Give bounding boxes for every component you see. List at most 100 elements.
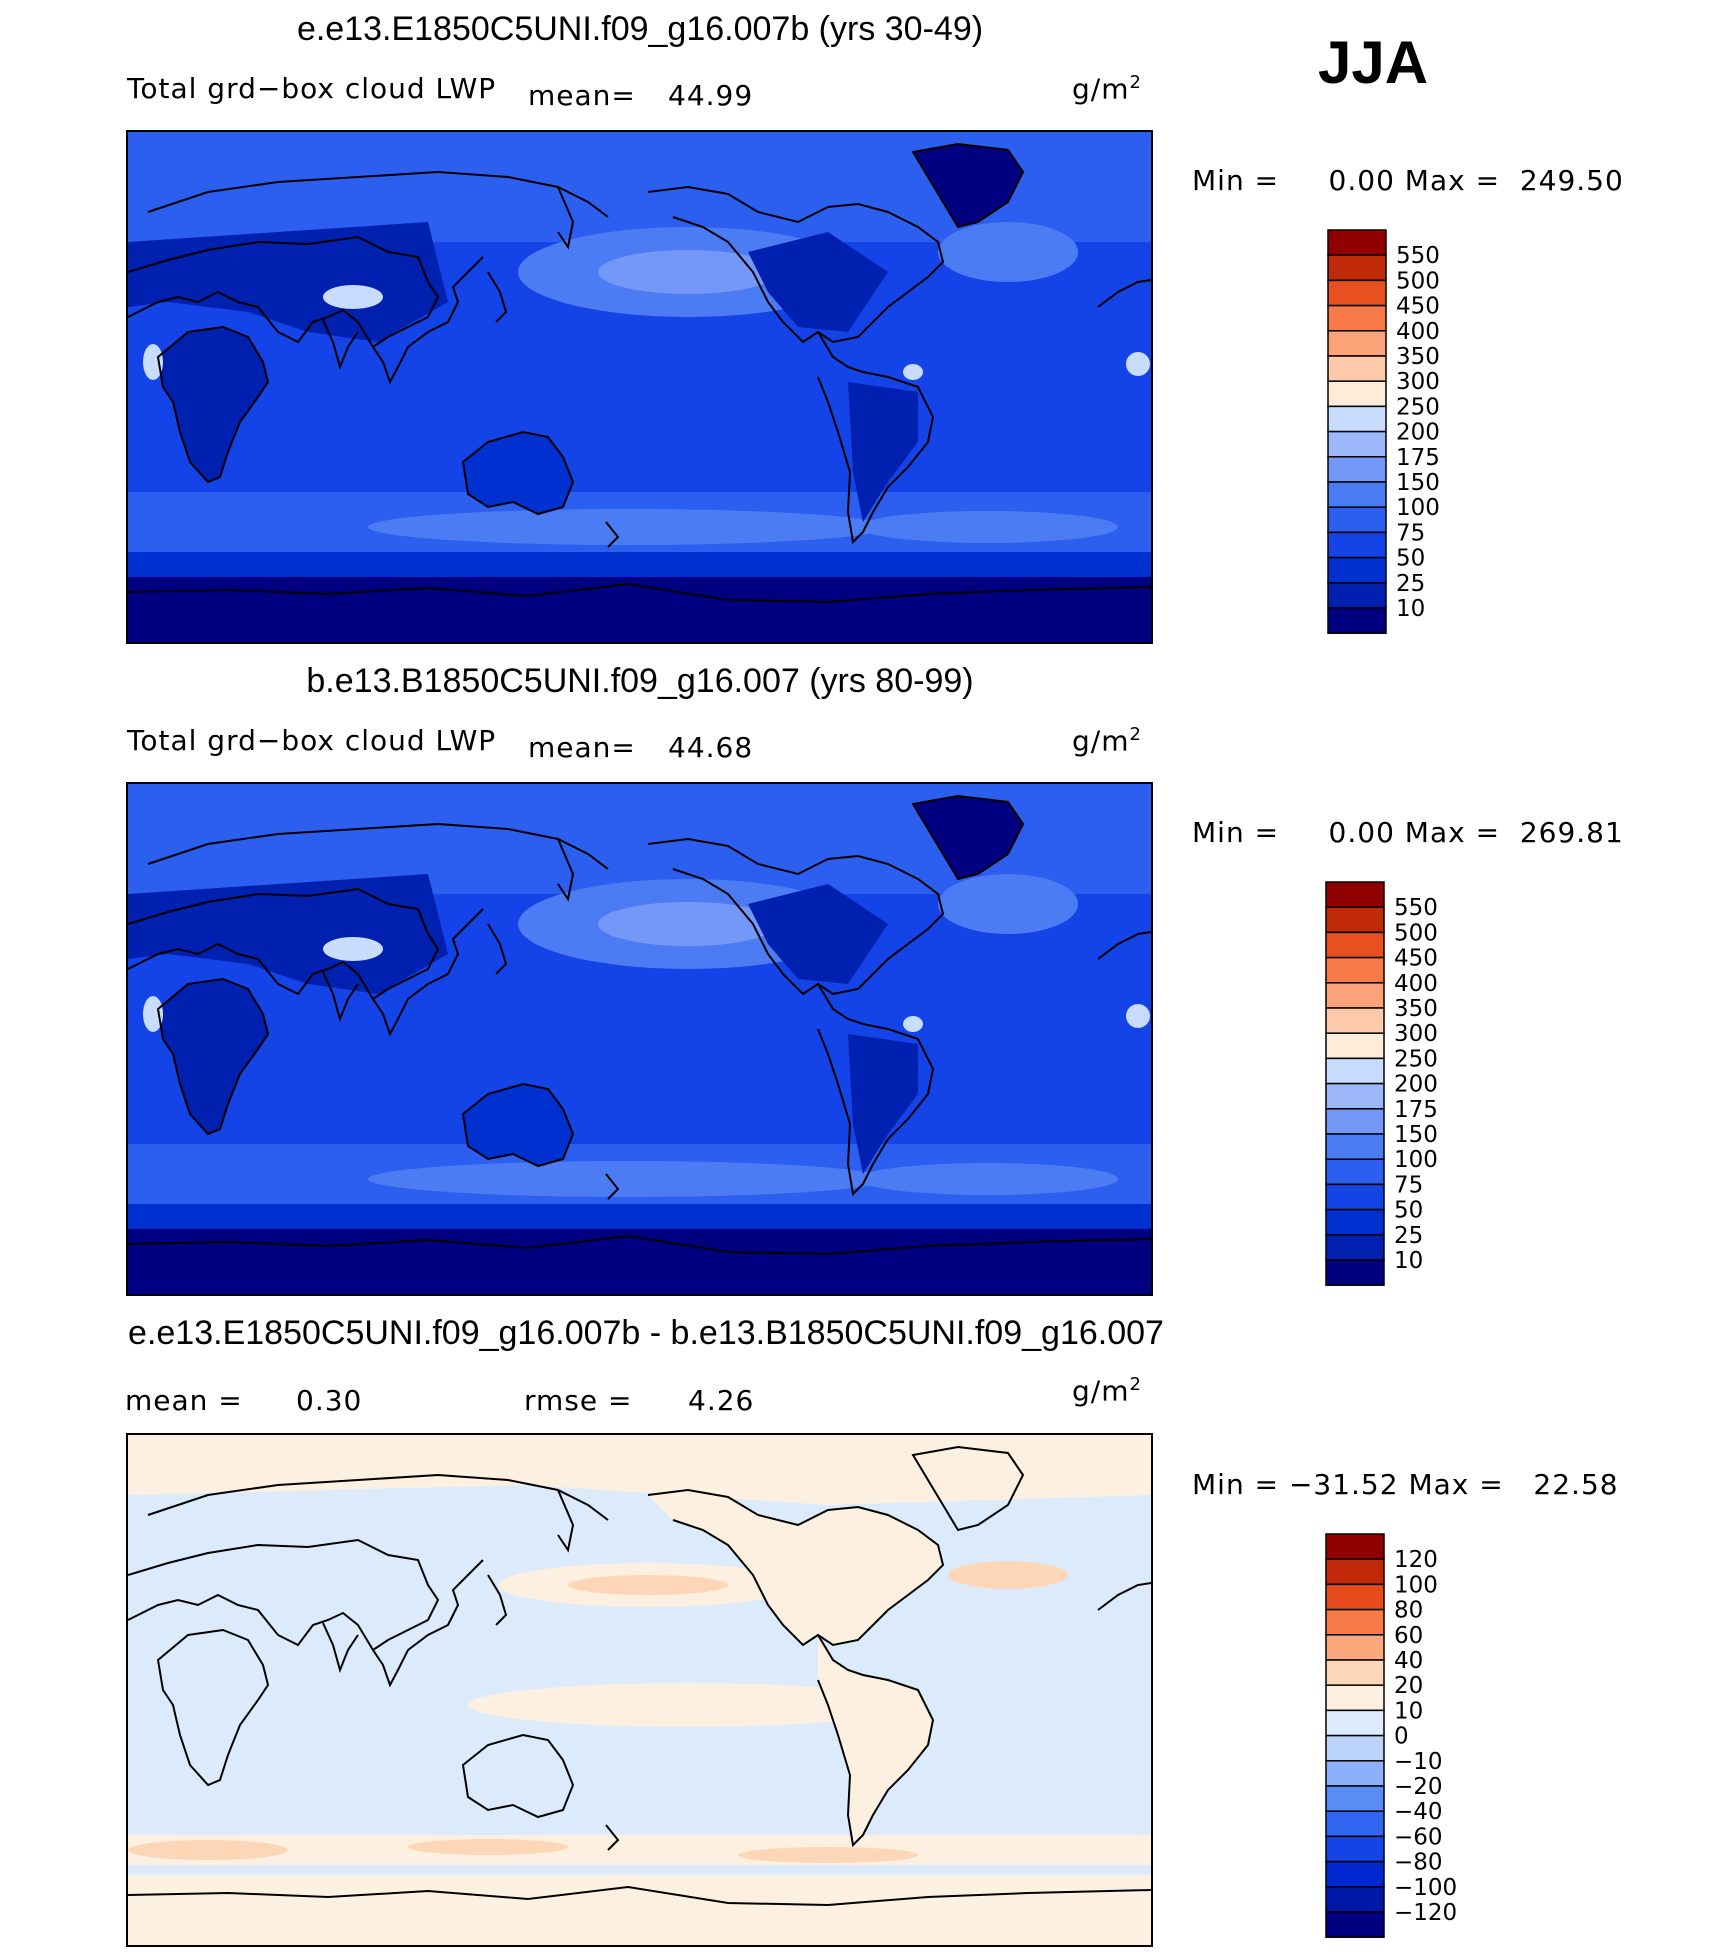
panel-2-colorbar-tick-label: 150 [1394,1122,1438,1148]
coastline [461,430,575,516]
panel-1-colorbar-box [1327,330,1387,357]
coastline [557,186,575,250]
panel-1-colorbar-box [1327,481,1387,508]
field-antarctic [128,577,1151,642]
panel-2-colorbar-box [1325,982,1385,1009]
panel-3-colorbar-tick-label: −60 [1394,1824,1443,1850]
field-greenland [913,144,1023,227]
panel-2-colorbar-tick-label: 25 [1394,1223,1423,1249]
coastline [372,1559,484,1688]
coastline [128,235,440,349]
panel-2-title: b.e13.B1850C5UNI.f09_g16.007 (yrs 80-99) [306,662,974,700]
field-tropical-band [468,1683,908,1727]
panel-2-colorbar-tick-label: 400 [1394,971,1438,997]
panel-3-rmse-value: 4.26 [688,1384,755,1417]
coastline [817,1634,935,1848]
panel-1-mean-label: mean= [528,79,636,112]
panel-3-colorbar-box [1325,1785,1385,1812]
panel-1-colorbar-tick-label: 500 [1396,268,1440,294]
coastline [128,1234,1151,1256]
panel-2-colorbar-tick-label: 50 [1394,1198,1423,1224]
coastline [322,319,359,371]
coastline [605,1173,620,1200]
field-band-south [128,1204,1151,1229]
field-gulf-guinea-bright [1126,352,1150,376]
panel-3-title: e.e13.E1850C5UNI.f09_g16.007b - b.e13.B1… [128,1314,1164,1352]
panel-3-colorbar-tick-label: −100 [1394,1875,1457,1901]
panel-1-colorbar: 5505004504003503002502001751501007550251… [1327,229,1440,634]
panel-2-colorbar: 5505004504003503002502001751501007550251… [1325,881,1438,1286]
panel-2-colorbar-tick-label: 100 [1394,1147,1438,1173]
coastline [487,271,508,323]
field-tibet-bright [323,285,383,309]
panel-2-colorbar-box [1325,1158,1385,1186]
panel-3-colorbar-box [1325,1583,1385,1611]
panel-1-colorbar-box [1327,556,1387,584]
coastline [1097,1582,1151,1611]
panel-1-colorbar-box [1327,506,1387,534]
field-south-america-positive [818,1635,933,1845]
coastline [557,1489,575,1553]
panel-1-colorbar-box [1327,380,1387,408]
field-south-america [848,382,918,522]
panel-3-colorbar-tick-label: 10 [1394,1698,1423,1724]
panel-3-colorbar-tick-label: 100 [1394,1572,1438,1598]
panel-2-colorbar-tick-label: 200 [1394,1072,1438,1098]
coastline [147,822,609,870]
field-southern-peak-2 [408,1839,568,1855]
panel-1-colorbar-tick-label: 175 [1396,445,1440,471]
panel-3-map [126,1433,1153,1947]
panel-1-colorbar-tick-label: 200 [1396,420,1440,446]
coastline [817,331,935,545]
panel-1-colorbar-box [1327,430,1387,458]
panel-2-colorbar-tick-label: 175 [1394,1097,1438,1123]
panel-3-mean-value: 0.30 [296,1384,363,1417]
panel-1-colorbar-tick-label: 350 [1396,344,1440,370]
panel-3-colorbar-tick-label: 40 [1394,1648,1423,1674]
panel-1-title: e.e13.E1850C5UNI.f09_g16.007b (yrs 30-49… [296,10,984,48]
panel-3-colorbar-tick-label: 0 [1394,1724,1409,1750]
panel-3-colorbar-tick-label: −10 [1394,1749,1443,1775]
panel-2-colorbar-box [1325,1183,1385,1211]
panel-3-units: g/m2 [1072,1374,1142,1408]
panel-2-colorbar-tick-label: 10 [1394,1248,1423,1274]
field-north-pacific-peak [598,250,778,294]
panel-2-mean-label: mean= [528,731,636,764]
panel-3-colorbar-tick-label: −20 [1394,1774,1443,1800]
coastline [372,256,484,385]
coastline [147,170,609,218]
panel-2-colorbar-box [1325,1108,1385,1135]
field-north-atlantic-positive [948,1561,1068,1589]
panel-3-colorbar-box [1325,1533,1385,1560]
panel-1-colorbar-tick-label: 25 [1396,571,1425,597]
panel-1-units: g/m2 [1072,72,1142,106]
panel-1-colorbar-box [1327,607,1387,634]
coastline [128,887,440,1001]
panel-3-colorbar-box [1325,1734,1385,1762]
coastline [128,1885,1151,1907]
field-north-atlantic-high [938,222,1078,282]
panel-2-colorbar-box [1325,1032,1385,1060]
coastline [647,1488,945,1647]
panel-3-colorbar-box [1325,1760,1385,1787]
field-southern-band-east [858,511,1118,543]
panel-1-colorbar-box [1327,229,1387,256]
panel-1-map [126,130,1153,644]
panel-1-variable: Total grd−box cloud LWP [127,72,497,105]
panel-1-colorbar-box [1327,279,1387,307]
panel-1-colorbar-box [1327,355,1387,382]
coastline [322,971,359,1023]
panel-1-colorbar-tick-label: 550 [1396,243,1440,269]
panel-2-colorbar-tick-label: 350 [1394,996,1438,1022]
panel-3-colorbar-tick-label: 60 [1394,1623,1423,1649]
field-west-africa-bright [143,996,163,1032]
field-antarctic-positive [128,1875,1151,1945]
panel-2-colorbar-tick-label: 300 [1394,1021,1438,1047]
panel-2-colorbar-box [1325,906,1385,934]
panel-2-colorbar-box [1325,931,1385,959]
coastline [911,794,1025,881]
coastline [605,521,620,548]
panel-1-colorbar-box [1327,405,1387,433]
panel-1-colorbar-tick-label: 75 [1396,520,1425,546]
panel-1-colorbar-box [1327,456,1387,483]
